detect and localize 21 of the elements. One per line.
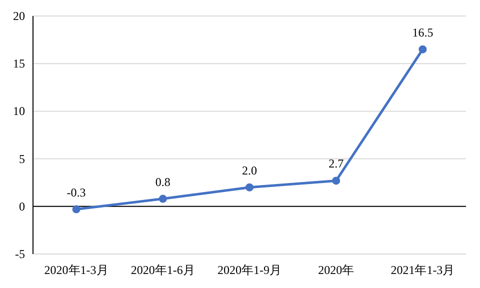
y-tick-label: 0	[19, 199, 25, 214]
data-label: -0.3	[66, 185, 86, 200]
x-tick-label: 2020年1-3月	[44, 263, 108, 277]
y-tick-label: 10	[13, 104, 25, 118]
data-label: 16.5	[412, 25, 434, 40]
data-label: 2.7	[328, 156, 344, 171]
point	[332, 176, 340, 185]
y-tick-label: 15	[13, 56, 25, 71]
x-tick-label: 2021年1-3月	[390, 263, 455, 277]
y-tick-label: -5	[15, 247, 25, 261]
y-tick-label: 20	[13, 9, 25, 23]
x-tick-label: 2020年	[318, 263, 354, 277]
point	[246, 183, 254, 192]
point	[158, 194, 167, 203]
data-label: 2.0	[242, 163, 257, 178]
x-tick-label: 2020年1-9月	[218, 263, 282, 277]
point	[72, 205, 80, 214]
data-label: 0.8	[155, 174, 170, 189]
point	[418, 45, 427, 54]
y-tick-label: 5	[19, 152, 25, 166]
x-tick-label: 2020年1-6月	[130, 263, 195, 277]
